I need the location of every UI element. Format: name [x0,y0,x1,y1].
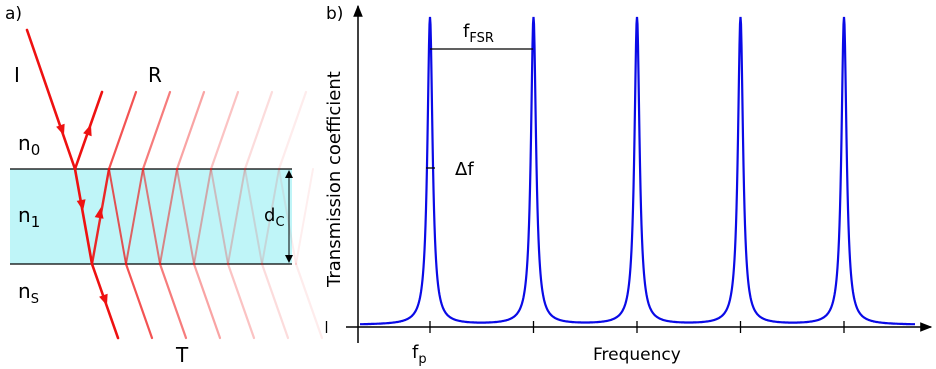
panel-b-label: b) [326,4,343,24]
panel-b: b) fFSR Δf fp Frequency Transmission coe… [324,4,933,367]
rays [25,28,324,340]
panel-a: a) I R T n0 n1 nS dC [5,4,324,367]
reflected-ray-5 [243,90,274,171]
reflected-ray-3 [175,90,206,171]
transmitted-ray-2 [158,262,188,340]
panel-a-label: a) [5,4,22,24]
reflected-ray-2 [141,90,172,171]
transmitted-ray-4 [226,262,256,340]
internal-ray-up-4 [227,168,246,265]
internal-ray-up-2 [159,168,178,265]
fsr-label: fFSR [463,21,494,46]
internal-ray-up-1 [125,168,144,265]
transmitted-ray-1 [124,262,154,340]
incident-ray [25,28,77,171]
reflected-ray-1 [107,90,138,171]
transmitted-ray-6 [294,262,324,340]
transmitted-ray-5 [260,262,290,340]
transmitted-arrow [99,293,108,306]
transmitted-label: T [175,343,189,367]
transmitted-ray-3 [192,262,222,340]
internal-ray-up-6 [295,168,314,265]
reflected-ray-4 [209,90,240,171]
linewidth-label: Δf [455,159,474,180]
x-axis-label: Frequency [593,345,681,365]
internal-ray-down-4 [210,168,229,265]
internal-arrow-up [94,207,104,219]
reflected-label: R [148,63,162,87]
n0-label: n0 [18,131,40,159]
internal-ray-up-5 [261,168,280,265]
internal-ray-down-5 [244,168,263,265]
internal-ray-down-3 [176,168,195,265]
reflected-ray-6 [277,90,308,171]
thickness-label: dC [264,205,285,230]
transmission-curve [360,16,915,326]
y-axis-label: Transmission coefficient [324,71,345,288]
x-ticks [325,321,845,333]
internal-ray-down-6 [278,168,297,265]
incident-label: I [14,63,20,87]
internal-ray-down-2 [142,168,161,265]
internal-ray-down [73,167,94,266]
ns-label: nS [18,279,39,307]
thickness-arrow-bottom [285,255,293,263]
thickness-arrow-top [285,170,293,178]
internal-ray-down-1 [108,168,127,265]
internal-ray-up-3 [193,168,212,265]
n1-label: n1 [18,203,40,231]
incident-arrow [56,123,65,136]
internal-arrow-down [76,199,86,211]
reflected-arrow [83,124,92,137]
tick-label-fp: fp [412,342,427,367]
